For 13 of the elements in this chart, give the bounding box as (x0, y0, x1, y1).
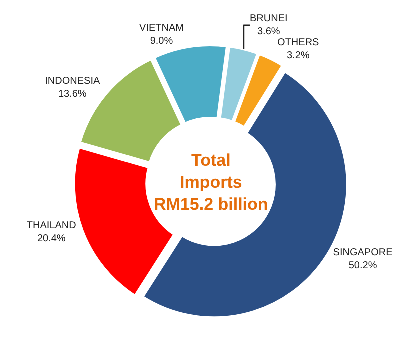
data-label: 3.2% (286, 50, 310, 62)
slice-label: VIETNAM (140, 22, 184, 34)
data-label: 13.6% (58, 89, 87, 100)
slice-label: SINGAPORE (333, 247, 394, 258)
text: Total Imports RM15.2 billion (154, 151, 268, 214)
data-label: 3.6% (257, 26, 280, 38)
data-label: 50.2% (348, 260, 378, 272)
slice-label: THAILAND (26, 220, 76, 232)
slice-label: BRUNEI (250, 13, 288, 24)
data-label: 9.0% (150, 36, 174, 47)
data-label: 20.4% (37, 234, 66, 245)
slice-label: OTHERS (278, 37, 320, 48)
slice-label: INDONESIA (45, 76, 100, 88)
